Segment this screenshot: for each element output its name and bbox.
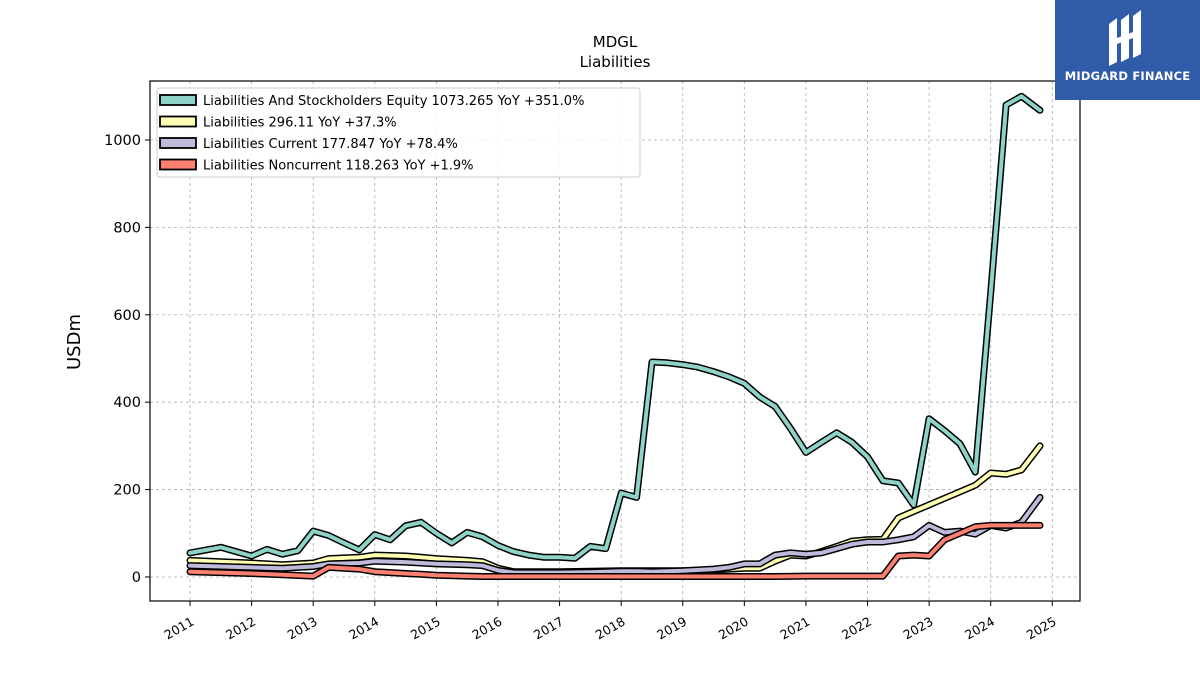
x-tick-label: 2020 [716,614,751,643]
chart-title: MDGL [593,33,638,51]
y-tick-label: 600 [113,308,141,324]
x-tick-label: 2016 [469,614,504,643]
x-tick-label: 2015 [408,614,443,643]
x-axis: 2011 2012 2013 2014 2015 2016 2017 2018 2019 2020… [161,601,1059,643]
x-tick-label: 2011 [161,614,196,643]
y-axis: 0 200 400 600 800 1000 [104,133,150,586]
legend-label: Liabilities And Stockholders Equity 1073… [203,94,584,109]
y-tick-label: 200 [113,483,141,499]
y-tick-label: 800 [113,220,141,236]
y-tick-label: 400 [113,395,141,411]
y-tick-label: 0 [132,570,141,586]
x-tick-label: 2019 [654,614,689,643]
series-3 [186,493,1044,577]
series-line [188,495,1042,575]
legend-swatch [159,137,197,149]
x-tick-label: 2025 [1024,614,1059,643]
legend-swatch [159,94,197,106]
x-tick-label: 2023 [901,614,936,643]
legend-label: Liabilities Noncurrent 118.263 YoY +1.9% [203,159,474,174]
chart-subtitle: Liabilities [580,53,651,71]
x-tick-label: 2014 [346,614,381,643]
x-tick-label: 2021 [777,614,812,643]
series-layer [186,92,1044,580]
logo-mark-icon [1109,10,1141,66]
series-line [188,94,1042,561]
y-tick-label: 1000 [104,133,141,149]
legend-swatch [159,158,197,171]
x-tick-label: 2024 [962,614,997,643]
x-tick-label: 2013 [285,614,320,643]
legend-swatch [159,115,197,128]
x-tick-label: 2022 [839,614,874,643]
logo-name: MIDGARD FINANCE [1064,69,1191,83]
series-4 [186,521,1044,580]
legend: Liabilities And Stockholders Equity 1073… [156,87,641,178]
x-tick-label: 2017 [531,614,566,643]
y-axis-label: USDm [64,314,85,370]
series-1 [186,92,1044,562]
legend-box [156,87,641,178]
logo: MIDGARD FINANCE [1055,0,1200,100]
plot-area-frame [149,80,1081,602]
legend-label: Liabilities Current 177.847 YoY +78.4% [203,137,458,152]
x-tick-label: 2018 [593,614,628,643]
x-tick-label: 2012 [223,614,258,643]
series-line [188,523,1042,579]
legend-label: Liabilities 296.11 YoY +37.3% [203,116,397,131]
